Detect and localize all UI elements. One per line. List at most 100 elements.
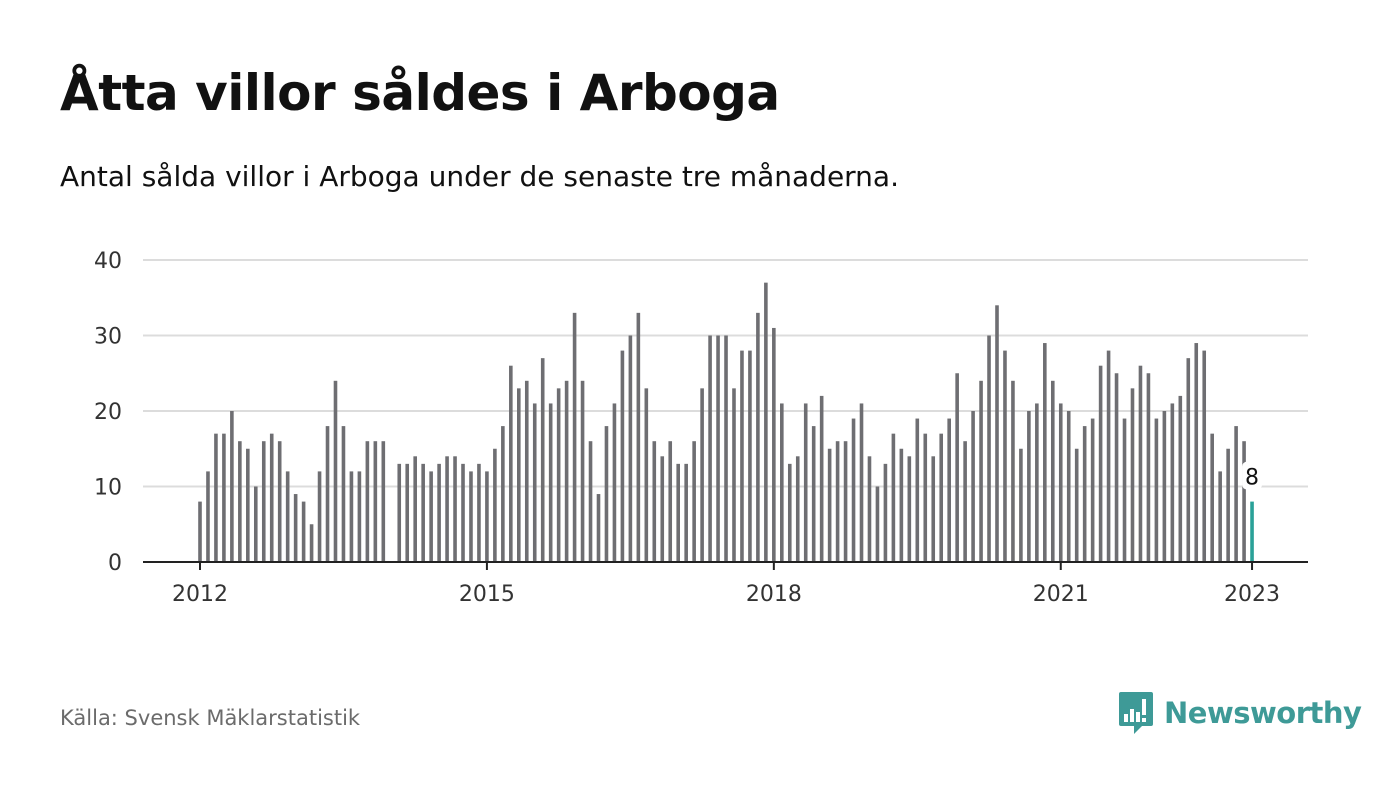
bar — [931, 456, 936, 562]
bars — [198, 282, 1254, 562]
bar — [277, 441, 282, 562]
bar — [1027, 411, 1031, 562]
bar — [636, 312, 641, 562]
bar — [740, 350, 744, 562]
bar — [1114, 373, 1119, 562]
bar — [253, 486, 258, 562]
bar — [915, 418, 920, 562]
bar — [1019, 448, 1023, 562]
bar — [1043, 343, 1047, 562]
bar — [772, 327, 776, 562]
chart-title: Åtta villor såldes i Arboga — [60, 64, 780, 122]
bar — [971, 411, 975, 562]
bar — [795, 456, 800, 562]
bar — [1138, 365, 1143, 562]
data-label: 8 — [1245, 466, 1259, 491]
bar — [429, 471, 433, 562]
bar — [1074, 448, 1079, 562]
bar — [859, 403, 864, 562]
bar — [572, 312, 577, 562]
y-axis-ticks: 0 10 20 30 40 — [94, 249, 122, 576]
bar — [780, 403, 784, 562]
bar — [748, 350, 752, 562]
y-tick-label: 20 — [94, 400, 122, 425]
bar — [787, 463, 792, 562]
bar — [1011, 380, 1015, 562]
bar — [644, 388, 649, 562]
bar — [1058, 403, 1063, 562]
bar — [1122, 418, 1127, 562]
bar — [620, 350, 625, 562]
bar-highlight — [1250, 501, 1254, 562]
bar — [325, 426, 330, 562]
x-tick-label: 2021 — [1033, 582, 1089, 607]
bar — [827, 448, 832, 562]
bar — [963, 441, 967, 562]
bar — [1130, 388, 1135, 562]
bar — [851, 418, 856, 562]
bar — [756, 312, 760, 562]
bar — [1210, 433, 1214, 562]
bar — [939, 433, 944, 562]
x-tick-label: 2023 — [1224, 582, 1280, 607]
bar-chart-speech-bubble-icon — [1119, 692, 1153, 734]
bar — [811, 426, 816, 562]
bar — [357, 471, 362, 562]
bar — [676, 463, 680, 562]
bar — [285, 471, 290, 562]
bar — [1106, 350, 1111, 562]
bar — [1050, 380, 1055, 562]
brand-name: Newsworthy — [1164, 696, 1362, 730]
bar — [708, 335, 712, 562]
source-note: Källa: Svensk Mäklarstatistik — [60, 706, 361, 730]
bar — [764, 282, 768, 562]
bar — [261, 441, 266, 562]
bar — [1090, 418, 1095, 562]
bar — [684, 463, 688, 562]
bar — [453, 456, 457, 562]
bar — [1194, 343, 1199, 562]
brand-logo: Newsworthy — [1118, 690, 1362, 736]
y-tick-label: 10 — [94, 476, 122, 501]
bar — [1202, 350, 1207, 562]
data-label-background — [1242, 461, 1263, 490]
bar — [517, 388, 521, 562]
bar — [987, 335, 991, 562]
bar — [509, 365, 513, 562]
bar — [405, 463, 410, 562]
bar — [214, 433, 218, 562]
bar — [309, 524, 314, 562]
x-tick-label: 2012 — [172, 582, 228, 607]
bar — [556, 388, 561, 562]
bar — [246, 448, 250, 562]
bar — [604, 426, 609, 562]
bar — [692, 441, 696, 562]
bar — [891, 433, 896, 562]
bar — [668, 441, 673, 562]
bar — [198, 501, 202, 562]
bar — [333, 380, 338, 562]
bar — [230, 411, 234, 562]
bar — [596, 494, 601, 562]
bar — [867, 456, 872, 562]
bar — [445, 456, 449, 562]
bar — [501, 426, 505, 562]
data-labels: 8 — [1242, 461, 1263, 491]
bar — [907, 456, 912, 562]
bar — [477, 463, 481, 562]
bar — [947, 418, 951, 562]
bar — [1066, 411, 1071, 562]
bar — [349, 471, 354, 562]
bar — [548, 403, 553, 562]
bar — [716, 335, 720, 562]
bar — [524, 380, 529, 562]
bar — [341, 426, 346, 562]
bar — [1098, 365, 1103, 562]
bar — [413, 456, 417, 562]
bar — [1170, 403, 1175, 562]
bar — [1082, 426, 1087, 562]
bar — [222, 433, 226, 562]
bar — [365, 441, 370, 562]
bar — [819, 395, 824, 562]
bar — [835, 441, 840, 562]
